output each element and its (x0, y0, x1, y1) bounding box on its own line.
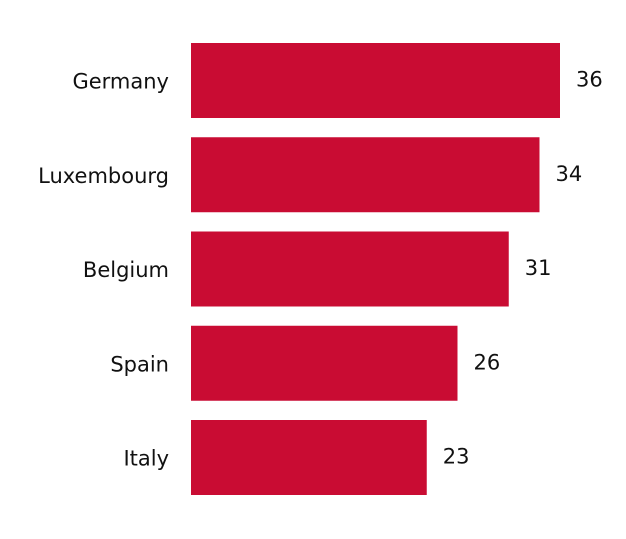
bar (191, 325, 458, 401)
category-label: Spain (110, 352, 169, 376)
category-label: Italy (123, 447, 169, 471)
value-label: 26 (474, 350, 501, 374)
category-label: Germany (72, 70, 169, 94)
value-label: 23 (443, 445, 470, 469)
value-label: 31 (525, 256, 552, 280)
bar (191, 231, 509, 307)
value-label: 36 (576, 68, 603, 92)
bar (191, 43, 560, 118)
category-label: Belgium (83, 258, 169, 282)
bar (191, 137, 540, 213)
value-label: 34 (556, 162, 583, 186)
category-label: Luxembourg (38, 164, 169, 188)
bar (191, 420, 427, 495)
